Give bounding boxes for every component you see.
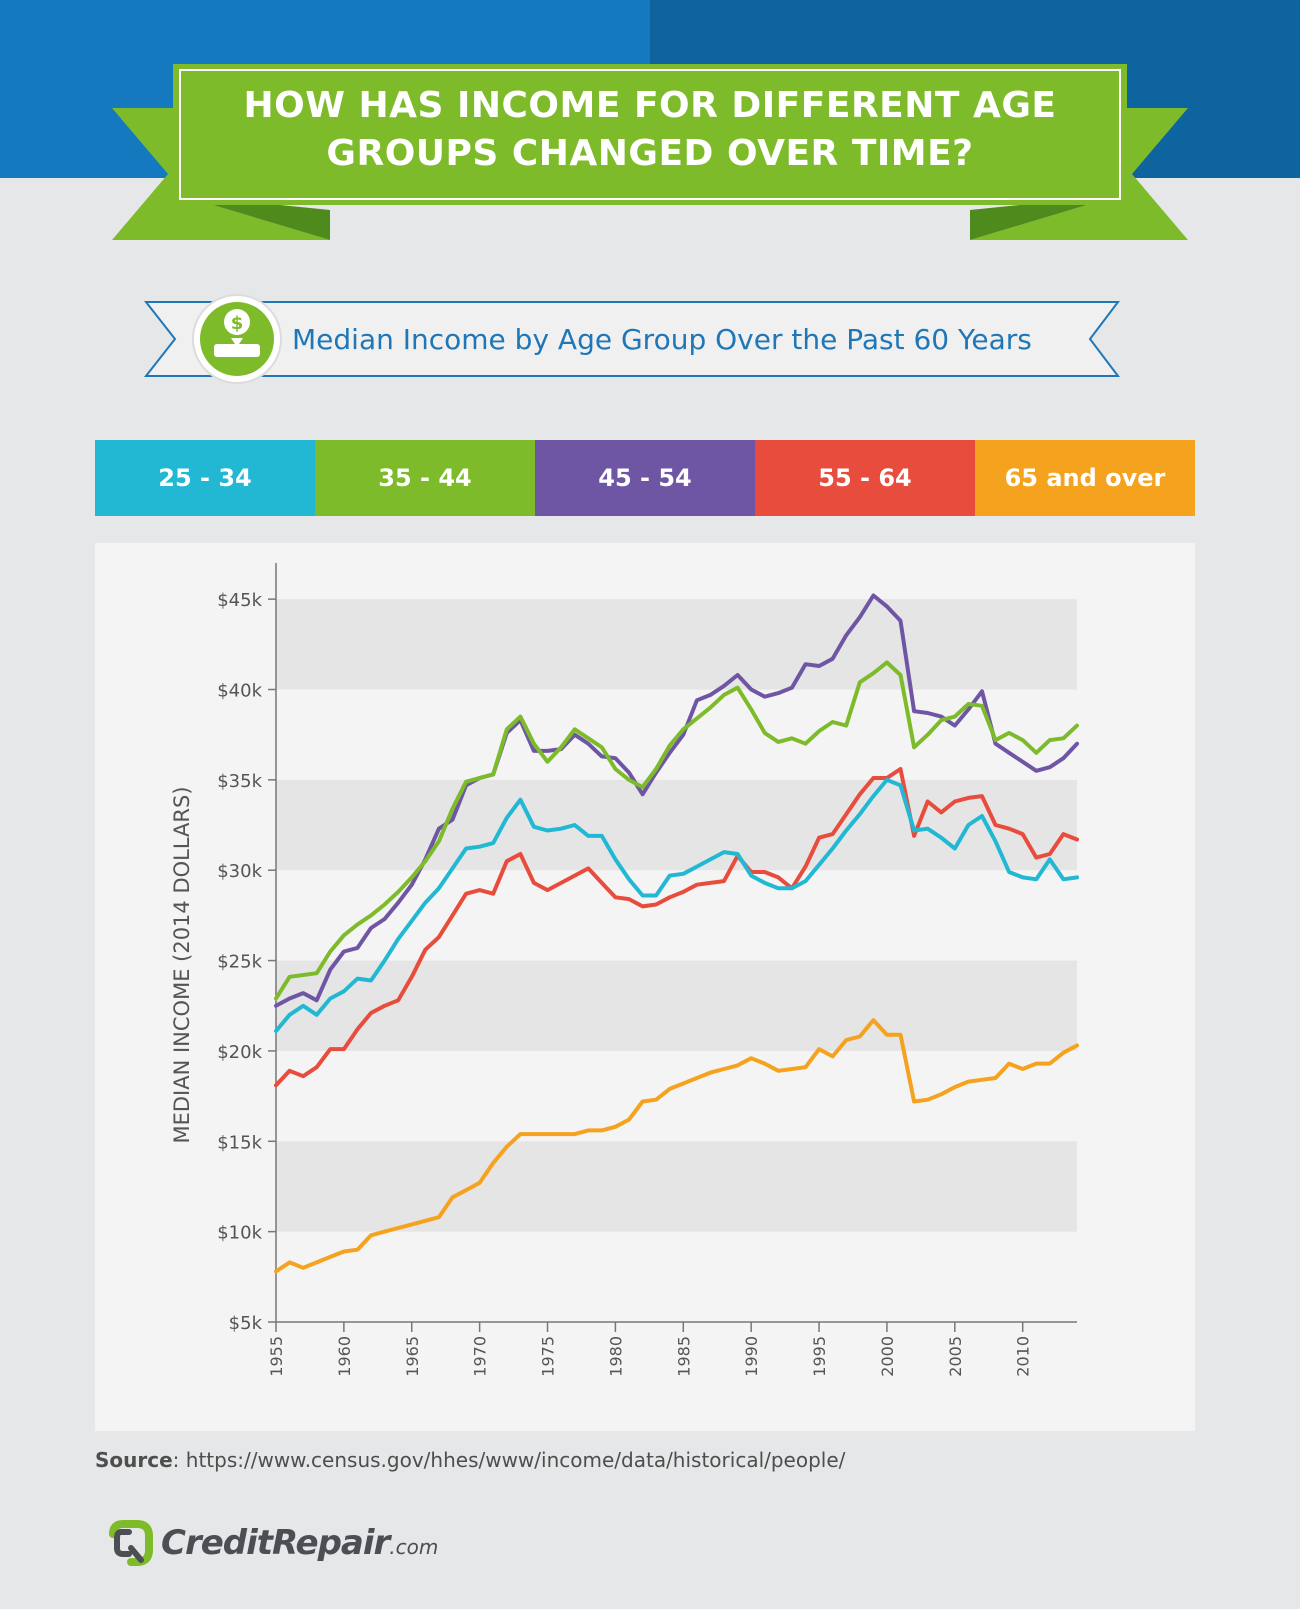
x-tick-label: 1960 xyxy=(335,1336,354,1377)
title-line-1: HOW HAS INCOME FOR DIFFERENT AGE xyxy=(243,85,1057,126)
y-tick-label: $5k xyxy=(229,1313,263,1334)
legend-item-25-34: 25 - 34 xyxy=(95,440,315,516)
chart-panel: $5k $10k $15k $20k $25k $30k $35k $40k $45k 1955… xyxy=(95,543,1195,1431)
page-title: HOW HAS INCOME FOR DIFFERENT AGE GROUPS … xyxy=(180,82,1120,178)
x-axis-ticks: 1955 1960 1965 1970 1975 1980 1985 1990 1995 2000… xyxy=(267,1322,1033,1377)
title-ribbon xyxy=(112,64,1188,240)
credit-repair-logo-icon xyxy=(109,1520,153,1566)
logo-name: CreditRepair xyxy=(161,1523,390,1563)
grid-band-3 xyxy=(276,599,1077,690)
x-tick-label: 1990 xyxy=(742,1336,761,1377)
svg-text:$: $ xyxy=(231,313,244,334)
ribbon-left-fold xyxy=(180,195,330,240)
line-chart: $5k $10k $15k $20k $25k $30k $35k $40k $45k 1955… xyxy=(170,563,1079,1377)
legend-item-65-over: 65 and over xyxy=(975,440,1195,516)
source-url[interactable]: : https://www.census.gov/hhes/www/income… xyxy=(172,1448,846,1472)
y-tick-label: $40k xyxy=(217,681,262,702)
x-tick-label: 1985 xyxy=(674,1336,693,1377)
ribbon-left-tail xyxy=(112,108,330,240)
ribbon-inner-border xyxy=(179,69,1121,200)
series-lines xyxy=(274,593,1079,1274)
x-tick-label: 2005 xyxy=(946,1336,965,1377)
x-tick-label: 1955 xyxy=(267,1336,286,1377)
x-tick-label: 1970 xyxy=(471,1336,490,1377)
x-tick-label: 1975 xyxy=(539,1336,558,1377)
legend-item-55-64: 55 - 64 xyxy=(755,440,975,516)
y-axis-ticks: $5k $10k $15k $20k $25k $30k $35k $40k $45k xyxy=(217,590,276,1334)
logo-wordmark: CreditRepair.com xyxy=(161,1523,438,1563)
y-tick-label: $10k xyxy=(217,1223,262,1244)
grid-band-2 xyxy=(276,779,1077,871)
chart-subtitle: Median Income by Age Group Over the Past… xyxy=(292,323,1032,356)
subtitle-ribbon: $ xyxy=(143,294,1121,384)
grid-band-1 xyxy=(276,960,1077,1051)
x-tick-label: 1995 xyxy=(810,1336,829,1377)
x-tick-label: 1980 xyxy=(606,1336,625,1377)
x-tick-label: 2010 xyxy=(1014,1336,1033,1377)
y-tick-label: $20k xyxy=(217,1042,262,1063)
legend-item-45-54: 45 - 54 xyxy=(535,440,755,516)
grid-band-0 xyxy=(276,1141,1077,1232)
y-axis-label: MEDIAN INCOME (2014 DOLLARS) xyxy=(170,786,194,1143)
logo-suffix: .com xyxy=(389,1535,439,1559)
series-line-35-44 xyxy=(274,660,1079,1001)
series-line-25-34 xyxy=(274,777,1079,1033)
y-tick-label: $45k xyxy=(217,590,262,611)
ribbon-right-fold xyxy=(970,195,1120,240)
subtitle-ribbon-outline xyxy=(143,301,1121,377)
y-tick-label: $30k xyxy=(217,861,262,882)
legend: 25 - 34 35 - 44 45 - 54 55 - 64 65 and o… xyxy=(95,440,1195,516)
source-note: Source: https://www.census.gov/hhes/www/… xyxy=(95,1448,845,1472)
grid-bands xyxy=(276,599,1077,1232)
title-line-2: GROUPS CHANGED OVER TIME? xyxy=(326,133,974,174)
ribbon-body xyxy=(173,64,1127,205)
brand-logo: CreditRepair.com xyxy=(107,1518,438,1568)
legend-item-35-44: 35 - 44 xyxy=(315,440,535,516)
y-tick-label: $15k xyxy=(217,1132,262,1153)
y-tick-label: $35k xyxy=(217,771,262,792)
ribbon-right-tail xyxy=(970,108,1188,240)
x-tick-label: 2000 xyxy=(878,1336,897,1377)
series-line-55-64 xyxy=(274,767,1079,1088)
source-label: Source xyxy=(95,1448,173,1472)
x-tick-label: 1965 xyxy=(403,1336,422,1377)
y-tick-label: $25k xyxy=(217,952,262,973)
series-line-65-and-over xyxy=(274,1018,1079,1274)
money-bag-icon: $ xyxy=(192,294,282,384)
